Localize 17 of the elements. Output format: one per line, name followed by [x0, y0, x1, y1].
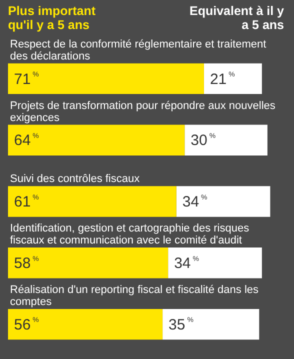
y-tick-label: Réalisation d'un reporting fiscal et fiscalité dans les comptes [10, 284, 260, 308]
y-tick-label: Identification, gestion et cartographie des risques fiscaux et communication avec le comité d'audit [10, 222, 250, 247]
y-tick-label: Suivi des contrôles fiscaux [10, 173, 140, 186]
text: Equivalent à il y a 5 ans [188, 4, 284, 32]
bar [8, 248, 168, 278]
y-tick-label: Projets de transformation pour répondre aux nouvelles exigences [10, 100, 276, 124]
bar [8, 186, 176, 217]
bar [8, 124, 185, 156]
bar [168, 248, 262, 278]
text: Plus important qu'il y a 5 ans [8, 4, 97, 32]
bar [184, 124, 268, 156]
bar [162, 308, 260, 340]
y-tick-label: Respect de la conformité réglementaire et traitement des déclarations [10, 38, 266, 62]
bar [8, 308, 163, 340]
bar [176, 186, 270, 217]
bar [204, 63, 262, 94]
bar [8, 63, 204, 94]
